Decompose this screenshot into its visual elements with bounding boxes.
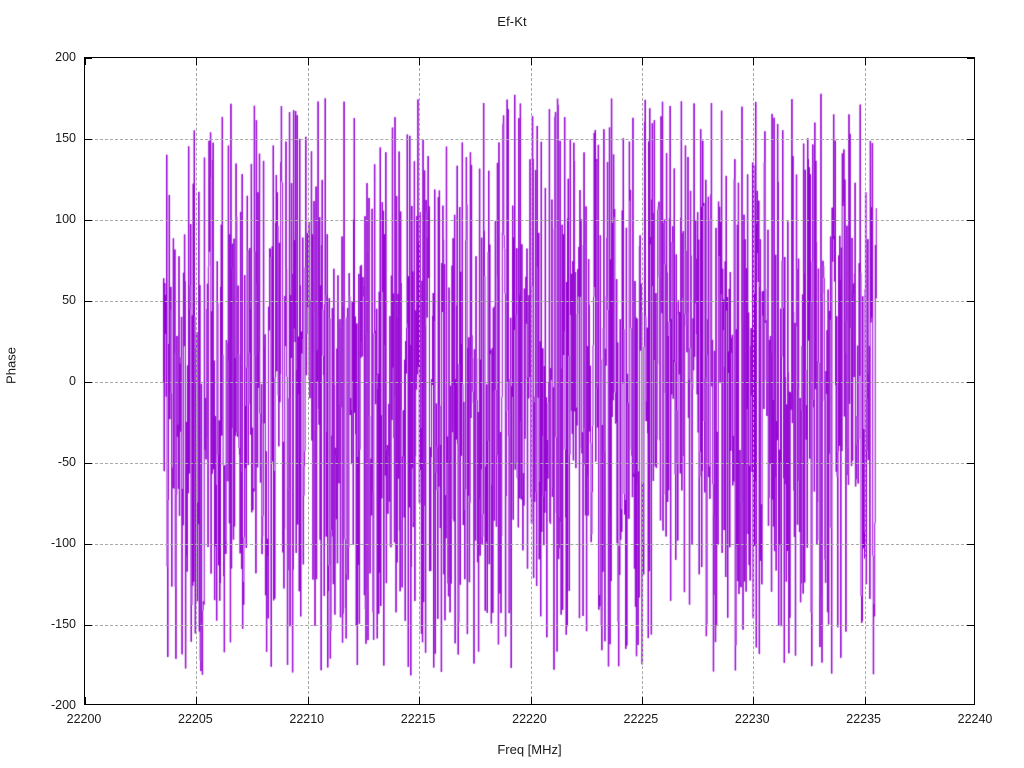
- chart-title: Ef-Kt: [497, 14, 527, 29]
- y-axis-tick-label: -100: [50, 536, 76, 550]
- gridline-vertical: [307, 58, 309, 704]
- x-axis-tick-mark: [864, 697, 866, 704]
- x-axis-tick-mark: [196, 58, 198, 65]
- gridline-vertical: [753, 58, 755, 704]
- x-axis-tick-label: 22235: [846, 712, 882, 726]
- x-axis-tick-mark: [85, 58, 86, 65]
- y-axis-tick-mark: [967, 301, 974, 302]
- y-axis-tick-mark: [85, 220, 92, 221]
- y-axis-tick-mark: [85, 463, 92, 464]
- x-axis-title: Freq [MHz]: [497, 742, 562, 757]
- y-axis-tick-label: 0: [69, 374, 76, 388]
- y-axis-tick-mark: [85, 301, 92, 302]
- gridline-horizontal: [85, 544, 974, 545]
- x-axis-tick-label: 22230: [734, 712, 770, 726]
- x-axis-tick-mark: [419, 697, 421, 704]
- y-axis-tick-mark: [967, 544, 974, 545]
- gridline-horizontal: [85, 139, 974, 140]
- gridline-vertical: [196, 58, 198, 704]
- x-axis-tick-label: 22225: [623, 712, 659, 726]
- x-axis-tick-mark: [530, 58, 532, 65]
- y-axis-tick-mark: [85, 139, 92, 140]
- y-axis-tick-mark: [85, 382, 92, 383]
- x-axis-tick-mark: [864, 58, 866, 65]
- x-axis-tick-mark: [641, 58, 643, 65]
- x-axis-tick-labels: 22200 22205 22210 22215 22220 22225 22230 22235…: [67, 712, 993, 732]
- y-axis-tick-mark: [967, 382, 974, 383]
- x-axis-tick-mark: [307, 58, 309, 65]
- x-axis-tick-mark: [641, 697, 643, 704]
- y-axis-tick-label: -150: [50, 617, 76, 631]
- x-axis-tick-mark: [196, 697, 198, 704]
- y-axis-tick-labels: -200 -150 -100 -50 0 50 100 150 200: [0, 50, 76, 712]
- y-axis-tick-mark: [85, 58, 92, 59]
- x-axis-tick-label: 22210: [289, 712, 325, 726]
- gridline-horizontal: [85, 301, 974, 302]
- gridline-horizontal: [85, 625, 974, 626]
- phase-data-plot: [85, 58, 974, 704]
- x-axis-tick-label: 22240: [957, 712, 993, 726]
- gridline-horizontal: [85, 463, 974, 464]
- y-axis-tick-mark: [85, 544, 92, 545]
- y-axis-tick-mark: [967, 58, 974, 59]
- x-axis-tick-label: 22215: [400, 712, 436, 726]
- gridline-vertical: [641, 58, 643, 704]
- y-axis-tick-label: 50: [62, 293, 76, 307]
- y-axis-tick-mark: [967, 625, 974, 626]
- plot-area: [84, 57, 975, 705]
- gridline-vertical: [530, 58, 532, 704]
- y-axis-tick-label: 200: [55, 50, 76, 64]
- y-axis-tick-mark: [967, 463, 974, 464]
- y-axis-tick-label: 100: [55, 212, 76, 226]
- y-axis-title: Phase: [3, 347, 19, 384]
- x-axis-tick-label: 22200: [66, 712, 102, 726]
- x-axis-tick-label: 22205: [177, 712, 213, 726]
- x-axis-tick-mark: [419, 58, 421, 65]
- gridline-horizontal: [85, 220, 974, 221]
- y-axis-tick-mark: [967, 139, 974, 140]
- y-axis-tick-label: -50: [57, 455, 76, 469]
- y-axis-tick-mark: [967, 220, 974, 221]
- y-axis-tick-label: -200: [50, 698, 76, 712]
- x-axis-tick-mark: [753, 697, 755, 704]
- y-axis-tick-label: 150: [55, 131, 76, 145]
- x-axis-tick-mark: [530, 697, 532, 704]
- x-axis-tick-label: 22220: [512, 712, 547, 726]
- y-axis-tick-mark: [85, 625, 92, 626]
- x-axis-tick-mark: [85, 697, 86, 704]
- gridline-horizontal: [85, 382, 974, 383]
- gridline-vertical: [864, 58, 866, 704]
- x-axis-tick-mark: [307, 697, 309, 704]
- x-axis-tick-mark: [753, 58, 755, 65]
- gridline-vertical: [419, 58, 421, 704]
